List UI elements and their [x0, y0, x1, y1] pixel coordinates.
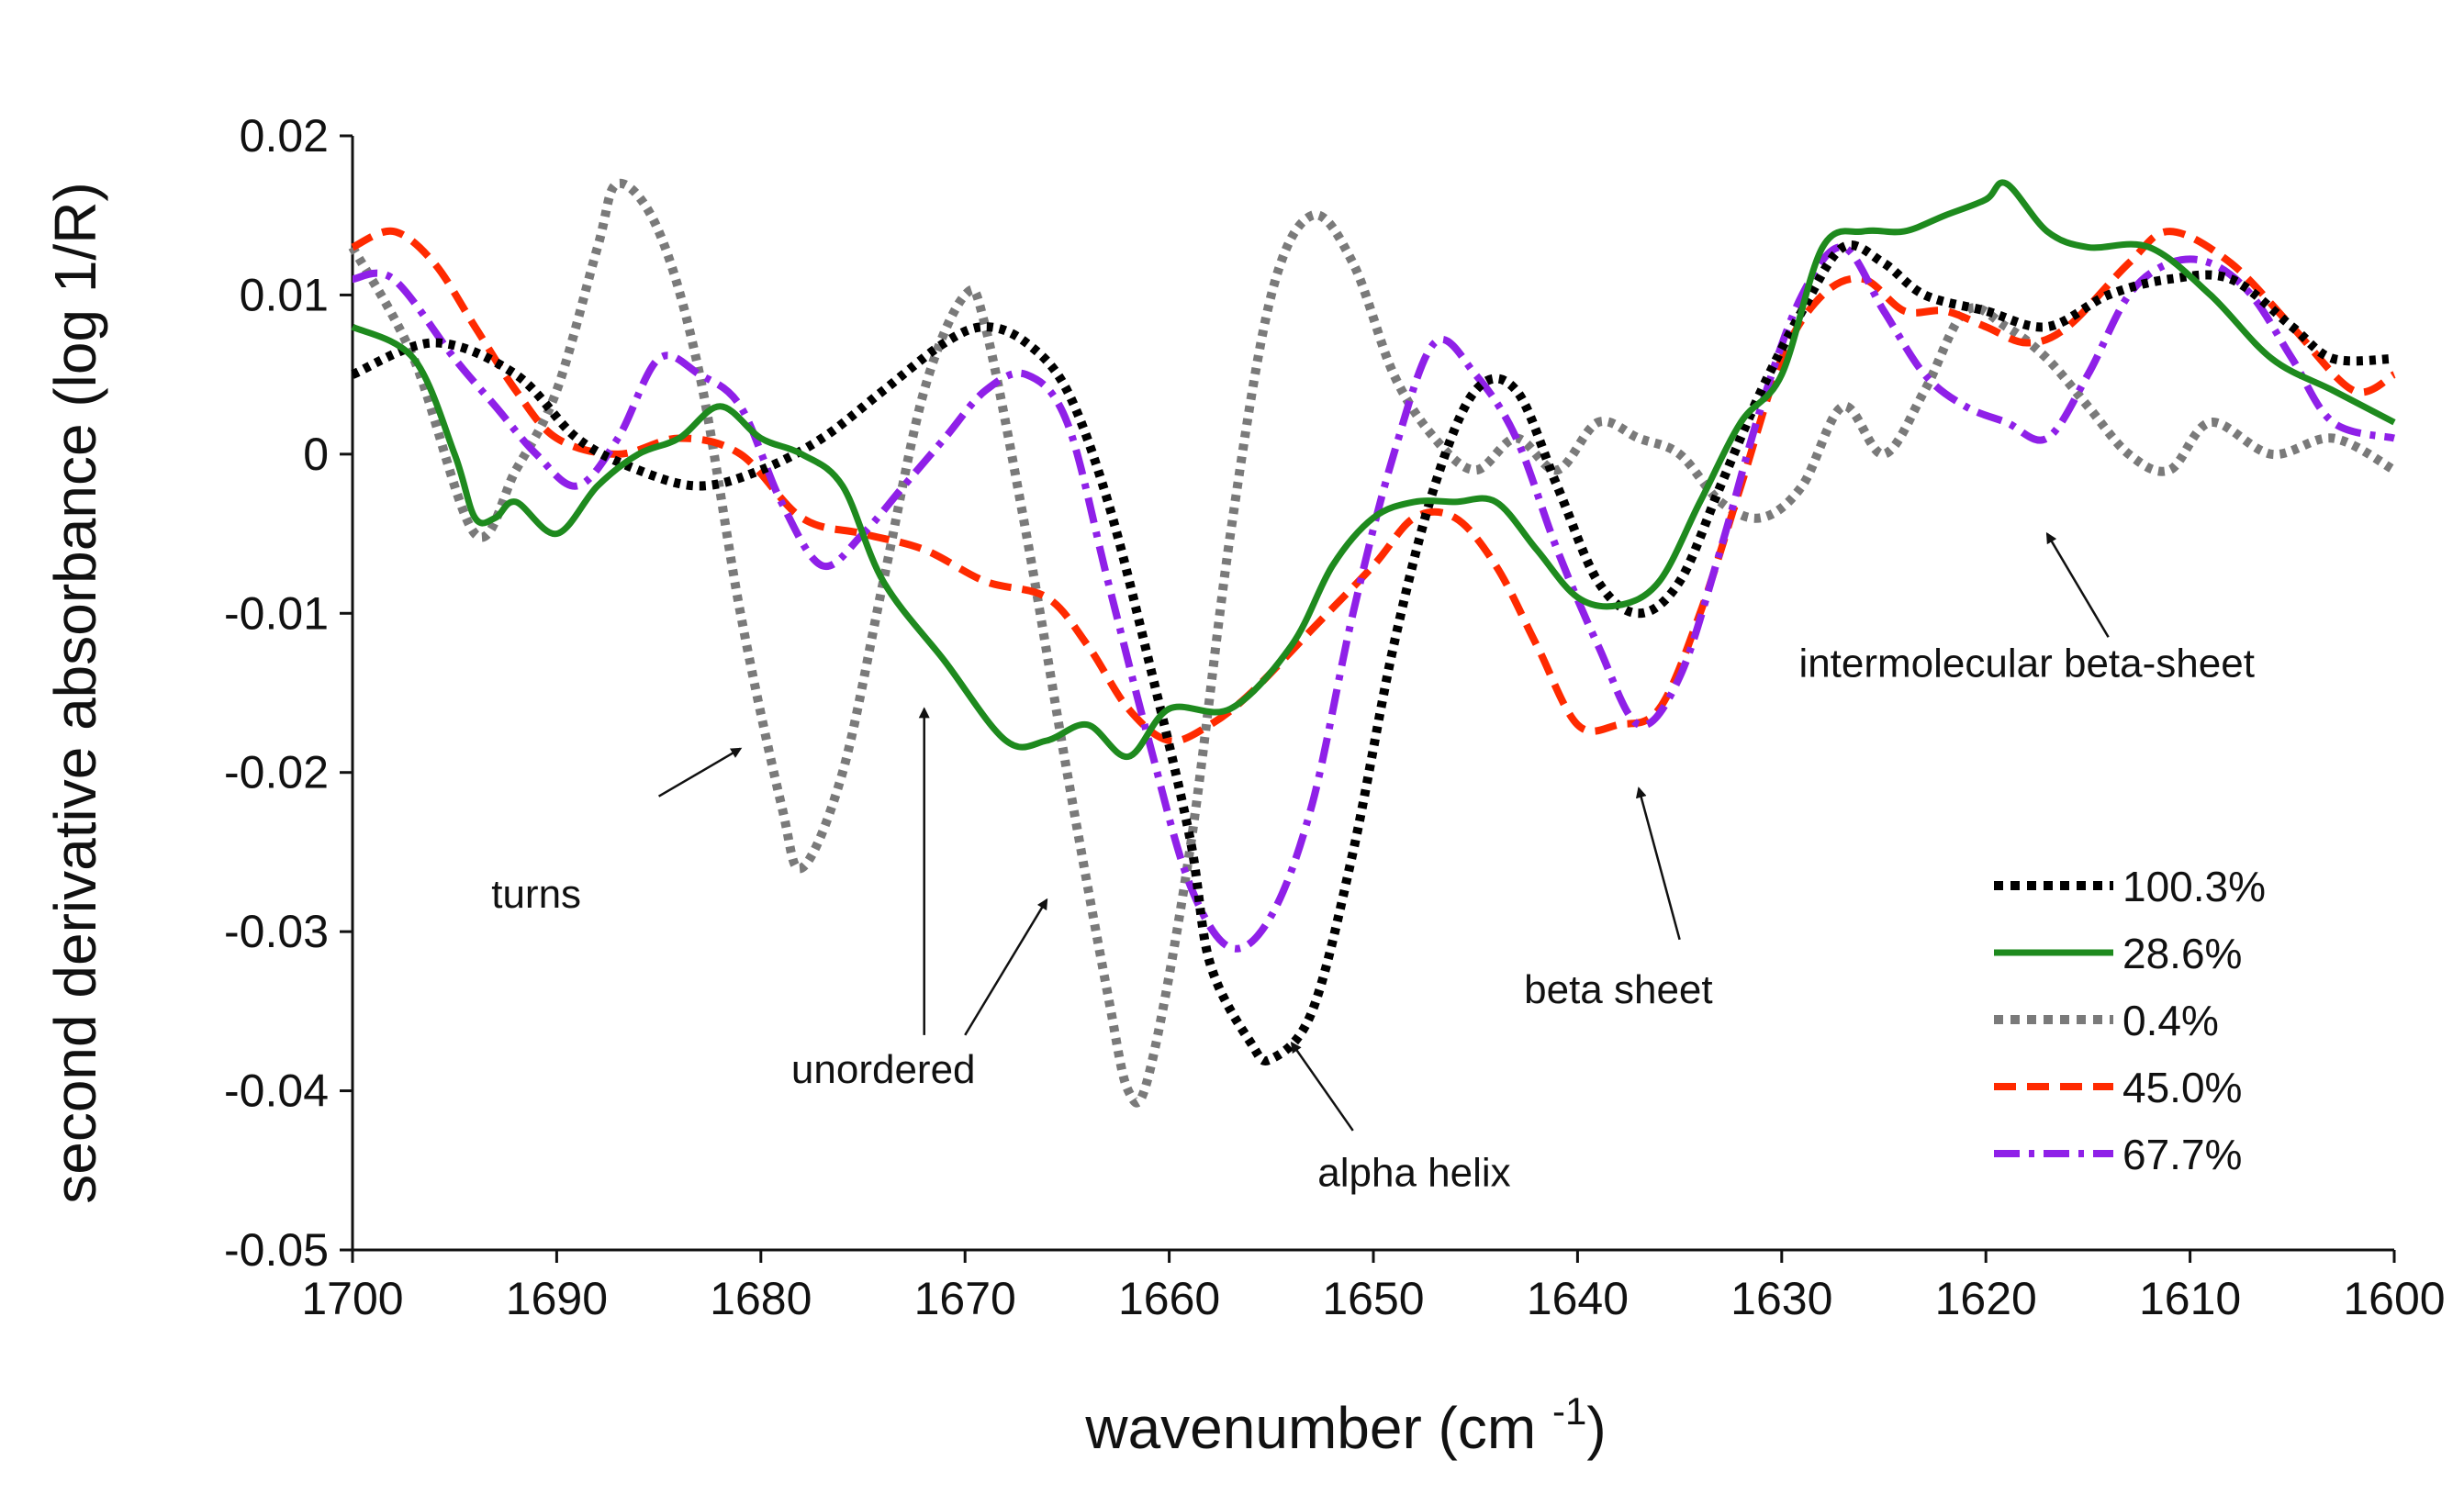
series-line-677 [352, 243, 2396, 953]
legend-label: 100.3% [2122, 863, 2266, 910]
x-axis-label: wavenumber (cm -1) [1084, 1389, 1606, 1461]
y-tick-label: -0.03 [224, 906, 329, 957]
series-line-04 [348, 178, 2397, 1108]
legend-label: 67.7% [2122, 1131, 2242, 1178]
legend-label: 45.0% [2122, 1064, 2242, 1111]
x-tick-label: 1670 [914, 1273, 1016, 1324]
legend: 100.3% 28.6% 0.4% 45.0% 67.7% [1994, 863, 2266, 1178]
x-tick-label: 1690 [506, 1273, 608, 1324]
y-tick-label: -0.04 [224, 1065, 329, 1117]
annotation-arrow [1290, 1041, 1354, 1132]
x-tick-label: 1620 [1935, 1273, 2037, 1324]
annotation-arrow [1635, 786, 1681, 941]
x-tick-label: 1640 [1527, 1273, 1629, 1324]
x-tick-label: 1610 [2139, 1273, 2241, 1324]
annotation-label: unordered [791, 1047, 976, 1092]
axis-labels: wavenumber (cm -1) second derivative abso… [42, 182, 1607, 1461]
series-line-286 [351, 179, 2396, 760]
annotation-arrow [657, 747, 743, 798]
series-layer [348, 178, 2397, 1108]
y-tick-label: -0.01 [224, 587, 329, 639]
legend-label: 0.4% [2122, 997, 2219, 1044]
y-tick-label: 0.02 [240, 110, 329, 162]
y-tick-label: 0 [303, 429, 329, 480]
legend-label: 28.6% [2122, 930, 2242, 977]
y-axis-label: second derivative absorbance (log 1/R) [42, 182, 108, 1204]
x-tick-label: 1680 [710, 1273, 812, 1324]
y-tick-label: 0.01 [240, 269, 329, 320]
x-tick-label: 1600 [2343, 1273, 2445, 1324]
y-tick-label: -0.05 [224, 1224, 329, 1276]
y-tick-label: -0.02 [224, 747, 329, 798]
x-tick-label: 1700 [301, 1273, 403, 1324]
axes: -0.05 -0.04 -0.03 -0.02 -0.01 0 0.01 0.02 1700 16… [224, 110, 2446, 1324]
series-line-1003 [351, 240, 2395, 1065]
annotations: turns unordered alpha helix beta sheet inter… [491, 531, 2255, 1196]
x-tick-label: 1650 [1322, 1273, 1424, 1324]
annotation-arrow [964, 898, 1048, 1036]
annotation-label: beta sheet [1524, 967, 1713, 1012]
annotation-label: intermolecular beta-sheet [1798, 641, 2254, 686]
annotation-label: alpha helix [1317, 1151, 1510, 1196]
annotation-label: turns [491, 872, 581, 917]
x-tick-label: 1660 [1118, 1273, 1220, 1324]
annotation-arrow [2045, 531, 2110, 638]
series-line-450 [351, 227, 2397, 745]
x-tick-label: 1630 [1730, 1273, 1832, 1324]
